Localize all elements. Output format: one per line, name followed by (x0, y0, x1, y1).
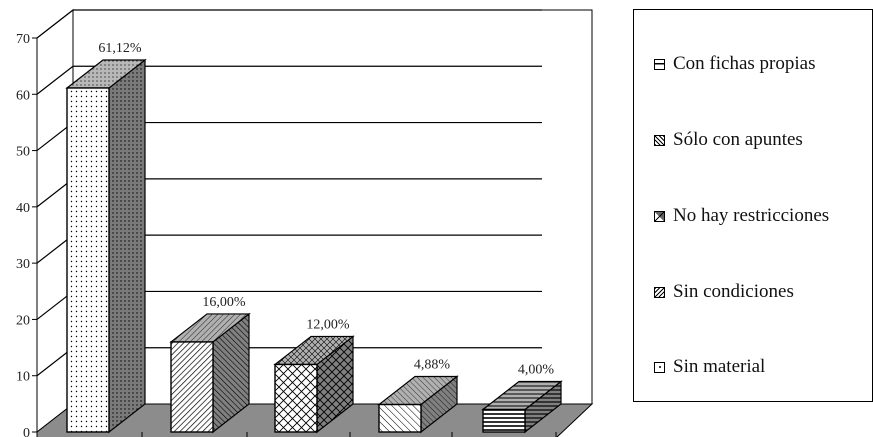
legend-swatch-dots-icon (654, 361, 665, 373)
bar (377, 375, 459, 434)
y-tick-label: 10 (16, 370, 30, 385)
data-labels: 61,12% 16,00% 12,00% 4,88% 4,00% (98, 41, 554, 378)
legend-item-con-fichas-propias: Con fichas propias (654, 53, 815, 75)
bar (169, 312, 251, 434)
bar (273, 335, 355, 434)
y-tick-label: 40 (16, 201, 30, 216)
bar-front (378, 403, 422, 433)
bar (481, 380, 563, 434)
y-tick-label: 50 (16, 145, 30, 160)
bars (65, 58, 563, 434)
gridline (36, 65, 542, 95)
legend-item-no-hay-restricciones: No hay restricciones (654, 205, 829, 227)
legend-label: Sin condiciones (673, 281, 794, 302)
y-tick-label: 20 (16, 313, 30, 328)
legend-item-sin-material: Sin material (654, 356, 765, 378)
data-label: 12,00% (306, 317, 350, 332)
data-label: 4,88% (414, 358, 451, 373)
legend-label: Con fichas propias (673, 53, 816, 74)
bar-front (66, 87, 110, 433)
data-label: 16,00% (202, 295, 246, 310)
bar-front (170, 341, 214, 433)
legend-swatch-cross-icon (654, 210, 665, 222)
legend-label: Sólo con apuntes (673, 129, 803, 150)
bar (65, 58, 147, 434)
legend-label: No hay restricciones (673, 205, 830, 226)
legend-item-solo-con-apuntes: Sólo con apuntes (654, 129, 803, 151)
data-label: 4,00% (518, 362, 555, 377)
y-tick-label: 30 (16, 257, 30, 272)
y-axis: 0 10 20 30 40 50 60 70 (16, 32, 557, 437)
bar-chart: 0 10 20 30 40 50 60 70 61,12% 16,00% 12,00% 4,88% 4… (16, 8, 594, 437)
y-tick-label: 60 (16, 88, 30, 103)
bar-front (482, 408, 526, 433)
bar-front (274, 363, 318, 433)
legend-swatch-hatch-icon (654, 134, 665, 146)
legend-swatch-hlines-icon (654, 58, 665, 70)
legend-swatch-diag-icon (654, 286, 665, 298)
legend-item-sin-condiciones: Sin condiciones (654, 281, 794, 303)
gridline (36, 9, 542, 39)
data-label: 61,12% (98, 41, 142, 56)
legend: Con fichas propias Sólo con apuntes No h… (633, 9, 873, 402)
bar-side (108, 58, 146, 434)
legend-label: Sin material (673, 356, 766, 377)
y-tick-label: 70 (16, 32, 30, 47)
y-tick-label: 0 (23, 426, 30, 437)
